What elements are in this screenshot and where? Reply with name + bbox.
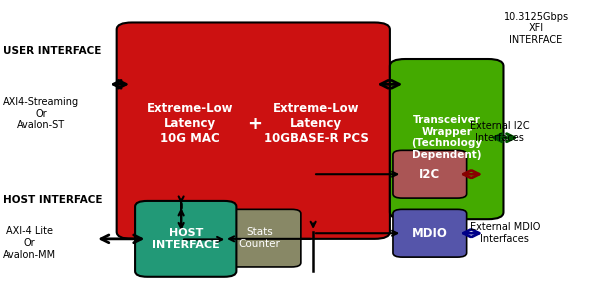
Text: External MDIO
Interfaces: External MDIO Interfaces [470, 223, 540, 244]
Text: +: + [247, 115, 262, 133]
Text: External I2C
Interfaces: External I2C Interfaces [470, 121, 529, 143]
Text: Extreme-Low
Latency
10G MAC: Extreme-Low Latency 10G MAC [147, 102, 233, 145]
FancyBboxPatch shape [218, 209, 301, 267]
Text: USER INTERFACE: USER INTERFACE [3, 46, 101, 56]
Text: 10.3125Gbps
XFI
INTERFACE: 10.3125Gbps XFI INTERFACE [503, 12, 569, 45]
Text: MDIO: MDIO [412, 227, 448, 240]
FancyBboxPatch shape [135, 201, 236, 277]
Text: Transceiver
Wrapper
(Technology
Dependent): Transceiver Wrapper (Technology Dependen… [411, 115, 483, 160]
Text: HOST
INTERFACE: HOST INTERFACE [152, 228, 220, 250]
FancyBboxPatch shape [117, 22, 390, 239]
Text: AXI-4 Lite
Or
Avalon-MM: AXI-4 Lite Or Avalon-MM [3, 226, 56, 260]
Text: Stats
Counter: Stats Counter [239, 228, 281, 249]
FancyBboxPatch shape [390, 59, 503, 219]
FancyBboxPatch shape [393, 209, 467, 257]
Text: I2C: I2C [419, 168, 440, 181]
Text: HOST INTERFACE: HOST INTERFACE [3, 194, 103, 205]
FancyBboxPatch shape [393, 150, 467, 198]
Text: AXI4-Streaming
Or
Avalon-ST: AXI4-Streaming Or Avalon-ST [3, 97, 79, 130]
Text: Extreme-Low
Latency
10GBASE-R PCS: Extreme-Low Latency 10GBASE-R PCS [264, 102, 368, 145]
